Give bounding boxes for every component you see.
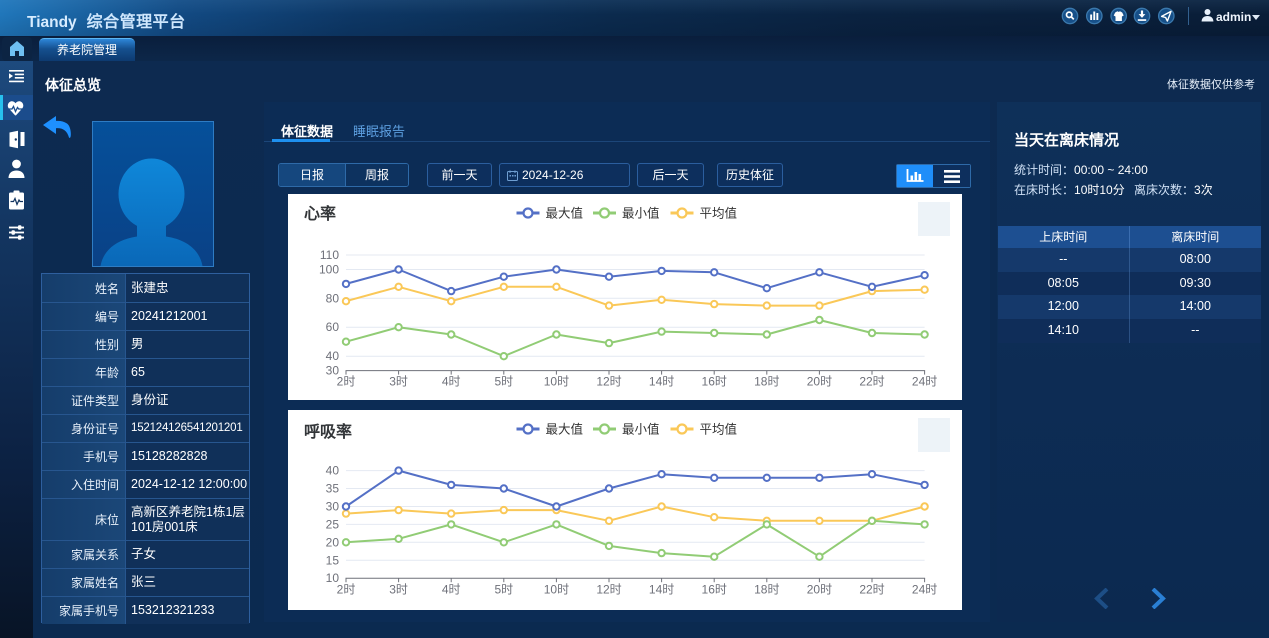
svg-text:40: 40 (326, 464, 340, 478)
svg-text:110: 110 (320, 248, 339, 262)
svg-text:16时: 16时 (702, 583, 727, 597)
svg-text:平均值: 平均值 (700, 206, 738, 221)
svg-text:15: 15 (326, 553, 340, 567)
svg-text:最大值: 最大值 (546, 422, 584, 437)
svg-text:平均值: 平均值 (700, 422, 738, 437)
svg-text:35: 35 (326, 482, 340, 496)
svg-text:22时: 22时 (859, 583, 884, 597)
svg-text:12时: 12时 (596, 375, 621, 389)
svg-text:30: 30 (326, 364, 340, 378)
svg-text:3时: 3时 (389, 583, 408, 597)
svg-text:12时: 12时 (596, 583, 621, 597)
svg-text:20时: 20时 (807, 583, 832, 597)
svg-text:5时: 5时 (494, 375, 513, 389)
svg-text:3时: 3时 (389, 375, 408, 389)
svg-text:2时: 2时 (337, 583, 356, 597)
svg-text:10时: 10时 (544, 583, 569, 597)
svg-text:25: 25 (326, 517, 340, 531)
svg-text:呼吸率: 呼吸率 (304, 422, 352, 441)
svg-text:10时: 10时 (544, 375, 569, 389)
svg-text:18时: 18时 (754, 583, 779, 597)
svg-text:5时: 5时 (494, 583, 513, 597)
svg-text:4时: 4时 (442, 375, 461, 389)
svg-text:20时: 20时 (807, 375, 832, 389)
svg-text:40: 40 (326, 349, 340, 363)
svg-text:14时: 14时 (649, 375, 674, 389)
svg-text:14时: 14时 (649, 583, 674, 597)
svg-text:心率: 心率 (304, 204, 336, 223)
svg-text:22时: 22时 (859, 375, 884, 389)
svg-text:18时: 18时 (754, 375, 779, 389)
svg-text:4时: 4时 (442, 583, 461, 597)
svg-text:60: 60 (326, 320, 340, 334)
svg-text:80: 80 (326, 291, 340, 305)
svg-text:2时: 2时 (337, 375, 356, 389)
svg-text:最大值: 最大值 (546, 206, 584, 221)
svg-text:最小值: 最小值 (622, 422, 660, 437)
svg-text:30: 30 (326, 500, 340, 514)
svg-text:24时: 24时 (912, 375, 937, 389)
svg-text:100: 100 (319, 263, 339, 277)
svg-text:20: 20 (326, 535, 340, 549)
svg-text:16时: 16时 (702, 375, 727, 389)
svg-text:最小值: 最小值 (622, 206, 660, 221)
svg-text:24时: 24时 (912, 583, 937, 597)
svg-text:10: 10 (326, 571, 340, 585)
